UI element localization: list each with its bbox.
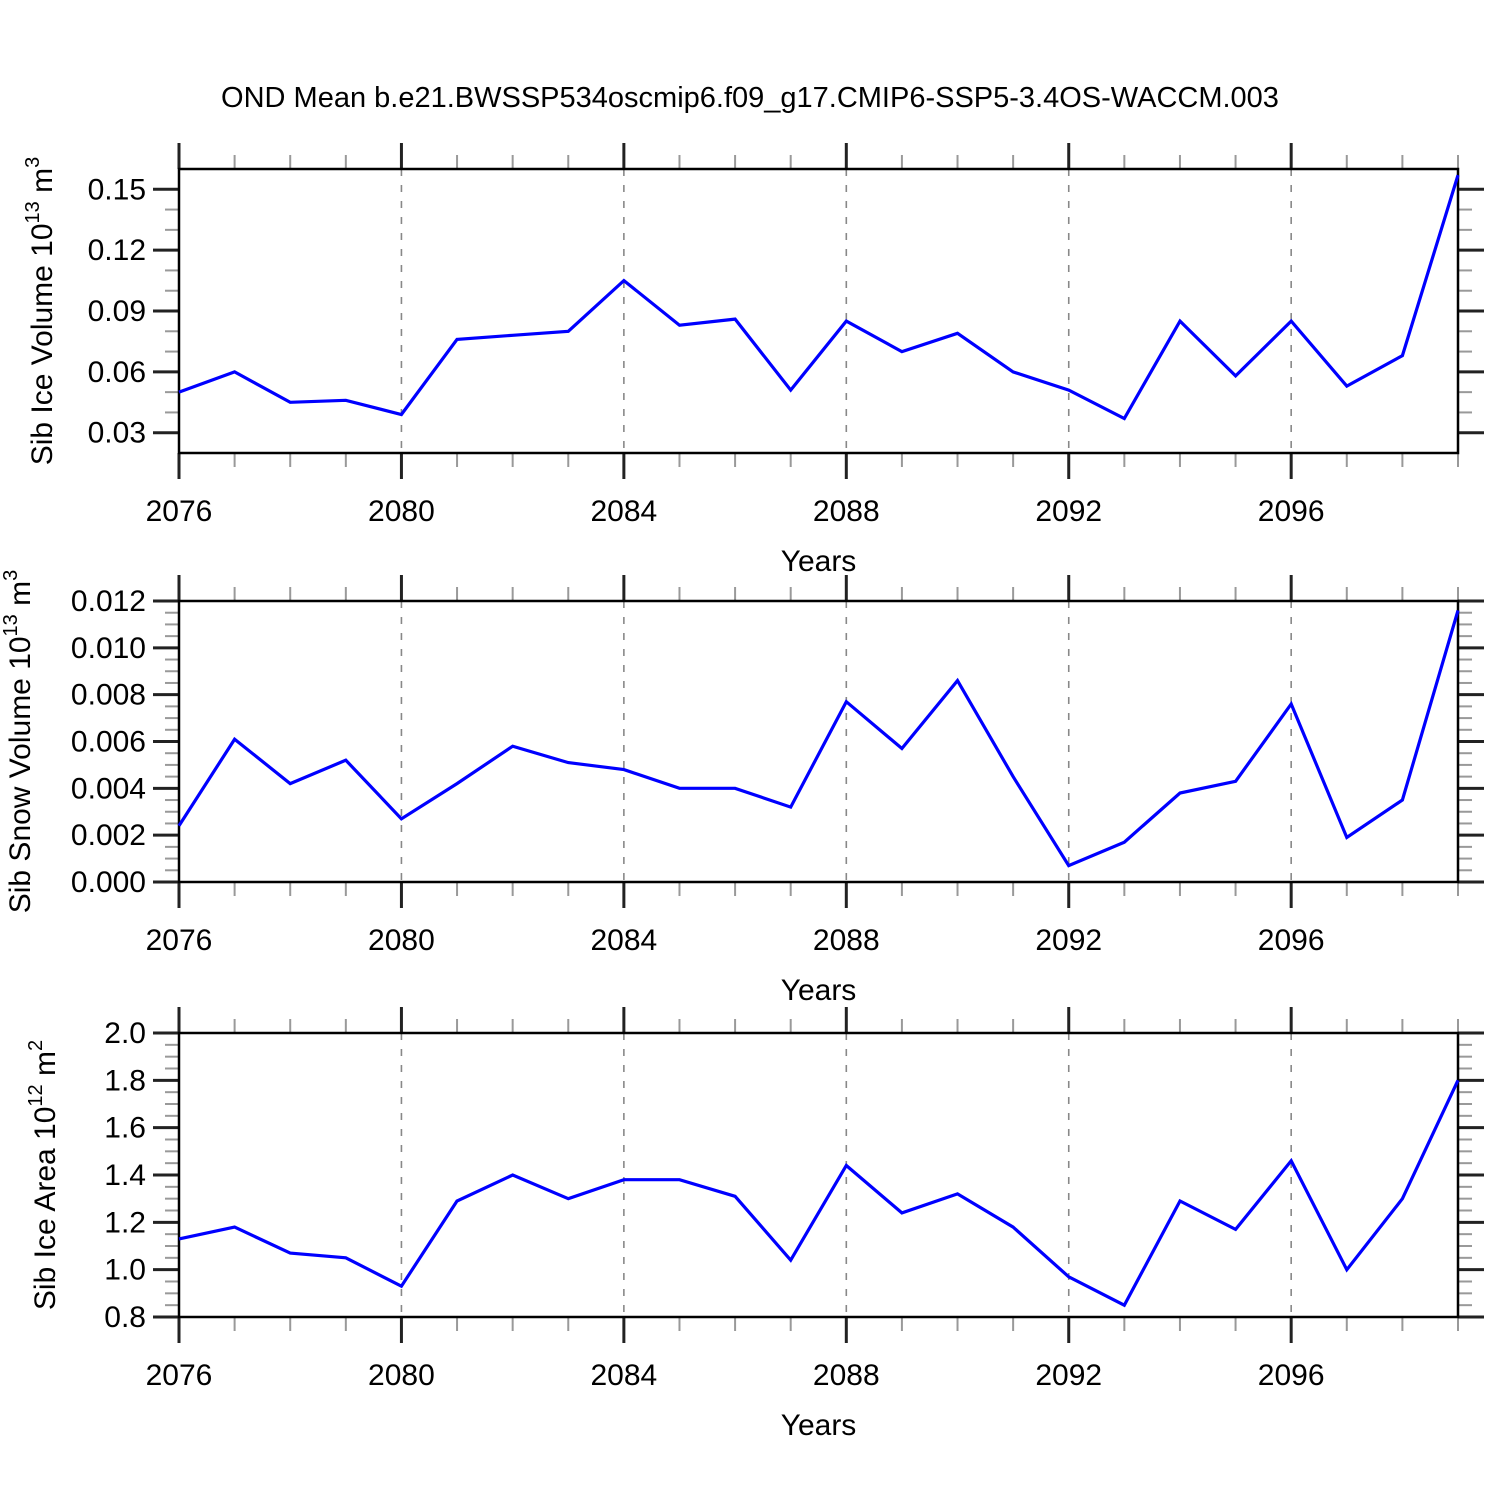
x-tick-label: 2092 xyxy=(1035,495,1102,528)
x-tick-label: 2092 xyxy=(1035,1359,1102,1392)
y-tick-label: 0.09 xyxy=(88,295,146,328)
y-tick-label: 0.03 xyxy=(88,417,146,450)
y-tick-label: 0.008 xyxy=(71,679,146,712)
y-tick-label: 0.8 xyxy=(104,1301,146,1334)
x-tick-label: 2096 xyxy=(1258,495,1325,528)
x-tick-label: 2092 xyxy=(1035,924,1102,957)
data-line xyxy=(177,609,1460,868)
plot-box xyxy=(177,167,1460,455)
y-tick-label: 0.010 xyxy=(71,632,146,665)
y-tick-label: 0.15 xyxy=(88,173,146,206)
data-line xyxy=(178,1079,1460,1308)
x-tick-label: 2076 xyxy=(146,924,213,957)
y-tick-label: 1.0 xyxy=(104,1254,146,1287)
y-tick-label: 1.2 xyxy=(104,1206,146,1239)
x-tick-label: 2088 xyxy=(813,924,880,957)
y-tick-label: 0.06 xyxy=(88,356,146,389)
x-axis-title: Years xyxy=(781,974,857,1007)
y-tick-label: 1.6 xyxy=(104,1112,146,1145)
x-axis-title: Years xyxy=(781,1409,857,1442)
x-tick-label: 2096 xyxy=(1258,1359,1325,1392)
data-line xyxy=(178,174,1460,421)
plot-box xyxy=(177,1031,1460,1319)
y-axis-title: Sib Ice Area 1012 m2 xyxy=(25,1040,62,1310)
x-tick-label: 2096 xyxy=(1258,924,1325,957)
x-tick-label: 2076 xyxy=(146,495,213,528)
x-tick-label: 2088 xyxy=(813,1359,880,1392)
x-tick-label: 2084 xyxy=(590,1359,657,1392)
chart-sib-ice-volume: 0.15 0.12 0.09 0.06 0.03 2076 2080 2084 2088 2092… xyxy=(22,143,1484,578)
plot-box xyxy=(177,599,1460,884)
x-tick-label: 2080 xyxy=(368,1359,435,1392)
x-axis-title: Years xyxy=(781,545,857,578)
y-tick-label: 0.006 xyxy=(71,726,146,759)
x-tick-label: 2084 xyxy=(590,924,657,957)
y-tick-label: 0.002 xyxy=(71,819,146,852)
x-tick-label: 2088 xyxy=(813,495,880,528)
y-axis-title: Sib Snow Volume 1013 m3 xyxy=(0,570,37,914)
y-axis-title: Sib Ice Volume 1013 m3 xyxy=(22,157,59,466)
y-tick-label: 1.8 xyxy=(104,1064,146,1097)
x-tick-label: 2080 xyxy=(368,924,435,957)
y-tick-label: 2.0 xyxy=(104,1017,146,1050)
x-tick-label: 2084 xyxy=(590,495,657,528)
y-tick-label: 0.004 xyxy=(71,772,146,805)
y-tick-label: 1.4 xyxy=(104,1159,146,1192)
x-tick-label: 2080 xyxy=(368,495,435,528)
figure-title: OND Mean b.e21.BWSSP534oscmip6.f09_g17.C… xyxy=(221,82,1279,114)
y-tick-label: 0.12 xyxy=(88,234,146,267)
y-tick-label: 0.000 xyxy=(71,866,146,899)
x-tick-label: 2076 xyxy=(146,1359,213,1392)
y-tick-label: 0.012 xyxy=(71,585,146,618)
